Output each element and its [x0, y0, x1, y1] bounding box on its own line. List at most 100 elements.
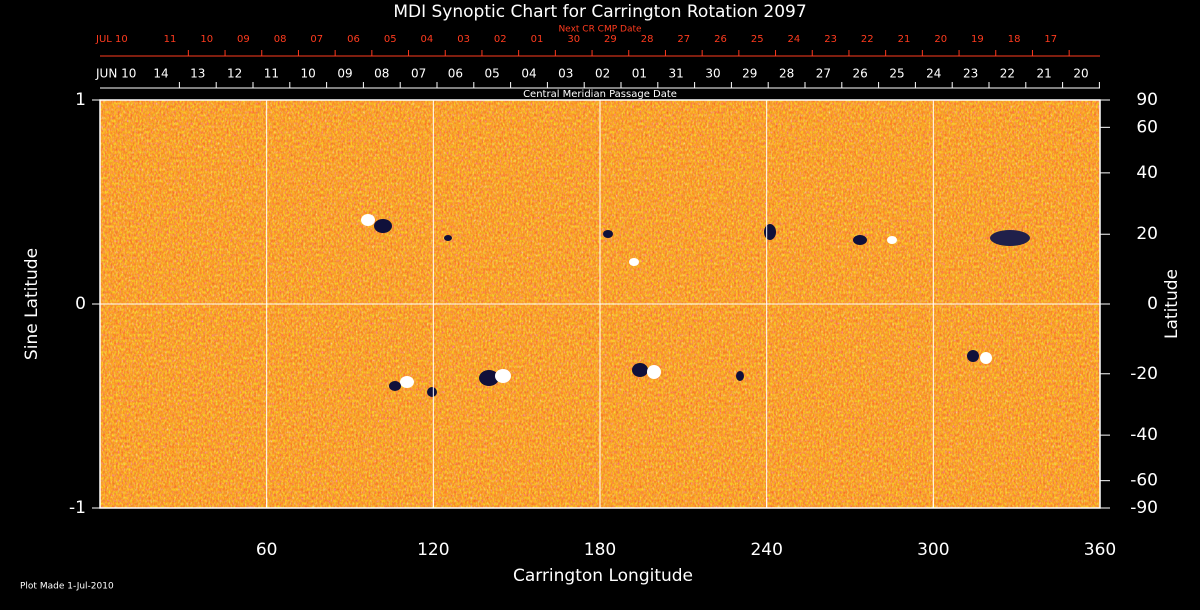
cmp-date-label: 25	[889, 67, 904, 81]
top-date-label: 21	[898, 34, 911, 45]
y-axis-title: Sine Latitude	[22, 248, 42, 360]
y2-tick-label: 40	[1136, 163, 1158, 183]
top-date-label: 02	[494, 34, 507, 45]
spot	[853, 235, 867, 245]
cmp-date-label: 07	[411, 67, 426, 81]
cmp-date-label: 21	[1037, 67, 1052, 81]
cmp-date-label: 22	[1000, 67, 1015, 81]
top-date-label: 18	[1008, 34, 1021, 45]
cmp-date-label: 06	[448, 67, 463, 81]
y2-tick-label: -20	[1130, 364, 1158, 384]
cmp-date-label: 20	[1073, 67, 1088, 81]
spot	[444, 235, 452, 241]
spot	[495, 369, 511, 383]
cmp-date-label: 02	[595, 67, 610, 81]
spot	[980, 352, 992, 364]
y-tick-label: 1	[75, 90, 86, 110]
cmp-date-label: 26	[853, 67, 868, 81]
cmp-date-label: 14	[153, 67, 168, 81]
top-date-label: 26	[714, 34, 727, 45]
top-date-label: 09	[237, 34, 250, 45]
cmp-date-label: 11	[264, 67, 279, 81]
y2-tick-label: -90	[1130, 498, 1158, 518]
spot	[479, 370, 499, 386]
cmp-date-label: 27	[816, 67, 831, 81]
x-tick-label: 180	[584, 540, 616, 560]
top-date-label: 04	[421, 34, 434, 45]
spot	[389, 381, 401, 391]
cmp-date-label: 05	[485, 67, 500, 81]
top-date-label: 27	[677, 34, 690, 45]
spot	[647, 365, 661, 379]
top-date-label: 17	[1044, 34, 1057, 45]
top-date-label: 03	[457, 34, 470, 45]
cmp-date-label: 10	[301, 67, 316, 81]
cmp-date-label: 23	[963, 67, 978, 81]
cmp-date-label: 29	[742, 67, 757, 81]
y2-tick-label: -40	[1130, 425, 1158, 445]
top-date-label: 11	[164, 34, 177, 45]
footnote: Plot Made 1-Jul-2010	[20, 582, 114, 592]
y2-axis-title: Latitude	[1162, 269, 1182, 339]
top-date-label: 06	[347, 34, 360, 45]
cmp-date-label: 12	[227, 67, 242, 81]
cmp-date-label: 03	[558, 67, 573, 81]
top-axis-title: Next CR CMP Date	[558, 25, 642, 35]
top-date-label: 25	[751, 34, 764, 45]
cmp-date-label: 08	[374, 67, 389, 81]
x-tick-label: 240	[750, 540, 782, 560]
y-tick-label: 0	[75, 294, 86, 314]
top-date-label: 01	[531, 34, 544, 45]
y2-tick-label: 60	[1136, 117, 1158, 137]
spot	[736, 371, 744, 381]
y-tick-label: -1	[69, 498, 86, 518]
spot	[603, 230, 613, 238]
top-date-label: 08	[274, 34, 287, 45]
spot	[629, 258, 639, 266]
x-tick-label: 120	[417, 540, 449, 560]
spot	[990, 230, 1030, 246]
x-axis-title: Carrington Longitude	[513, 566, 693, 586]
x-tick-label: 360	[1084, 540, 1116, 560]
cmp-date-label: 24	[926, 67, 941, 81]
spot	[400, 376, 414, 388]
top-date-label: 24	[788, 34, 801, 45]
top-date-label: 28	[641, 34, 654, 45]
cmp-date-label: 31	[669, 67, 684, 81]
top-date-label: 07	[310, 34, 323, 45]
spot	[361, 214, 375, 226]
cmp-date-label: 04	[521, 67, 536, 81]
cmp-date-label: 13	[190, 67, 205, 81]
x-tick-label: 60	[256, 540, 278, 560]
y2-tick-label: -60	[1130, 471, 1158, 491]
top-date-label: JUL 10	[95, 34, 128, 45]
spot	[427, 387, 437, 397]
spot	[374, 219, 392, 233]
y2-tick-label: 0	[1147, 294, 1158, 314]
y2-tick-label: 90	[1136, 90, 1158, 110]
cmp-date-label: 28	[779, 67, 794, 81]
spot	[967, 350, 979, 362]
y2-tick-label: 20	[1136, 224, 1158, 244]
top-date-label: 20	[934, 34, 947, 45]
top-date-label: 10	[200, 34, 213, 45]
top-date-label: 05	[384, 34, 397, 45]
top-date-label: 30	[567, 34, 580, 45]
cmp-date-label: 09	[337, 67, 352, 81]
cmp-date-label: 30	[705, 67, 720, 81]
active-regions	[361, 214, 1030, 397]
x-tick-label: 300	[917, 540, 949, 560]
top-date-label: 29	[604, 34, 617, 45]
chart-title: MDI Synoptic Chart for Carrington Rotati…	[393, 2, 806, 22]
second-axis-title: Central Meridian Passage Date	[523, 89, 677, 100]
spot	[764, 224, 776, 240]
cmp-date-label: JUN 10	[95, 67, 136, 81]
top-date-label: 19	[971, 34, 984, 45]
spot	[632, 363, 648, 377]
spot	[887, 236, 897, 244]
cmp-date-label: 01	[632, 67, 647, 81]
top-date-label: 22	[861, 34, 874, 45]
top-date-label: 23	[824, 34, 837, 45]
